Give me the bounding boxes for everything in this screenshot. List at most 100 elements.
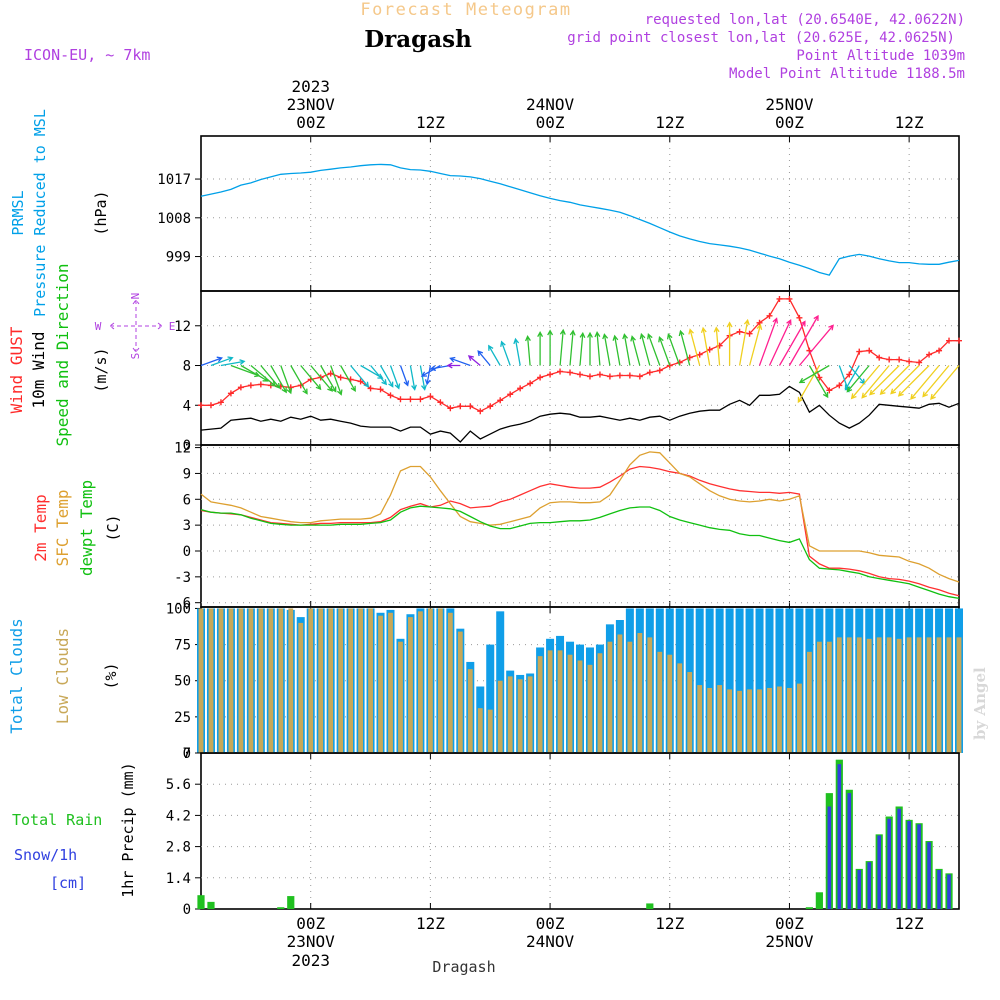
gust-marker <box>257 381 264 388</box>
gust-marker <box>507 391 514 398</box>
gust-marker <box>577 371 583 378</box>
gust-marker <box>956 337 962 344</box>
wind-arrow <box>379 365 394 388</box>
gust-marker <box>846 371 853 378</box>
wind-arrow <box>270 365 287 394</box>
pressure-panel: 999 1008 1017 <box>157 135 960 292</box>
wind-arrow <box>525 335 531 366</box>
y-tick-label: 25 <box>174 710 191 726</box>
gust-marker <box>816 374 823 381</box>
y-tick-label: 1017 <box>157 172 191 188</box>
gust-marker <box>207 402 214 409</box>
low-cloud-bar <box>797 683 802 753</box>
total-cloud-bar <box>755 608 764 753</box>
wind-arrow <box>861 365 890 399</box>
wind-arrow <box>594 331 601 366</box>
low-cloud-bar <box>388 612 393 753</box>
gust-marker <box>936 347 943 354</box>
low-cloud-bar <box>268 608 274 753</box>
wind-arrow <box>310 365 333 392</box>
gust-marker <box>387 392 394 399</box>
gust-marker <box>527 380 534 387</box>
location-title: Dragash <box>364 26 472 53</box>
y-tick-label: 100 <box>166 601 191 617</box>
wind-arrow <box>587 331 593 366</box>
y-tick-label: 50 <box>174 674 191 690</box>
sfc-temp-line <box>200 451 960 583</box>
wind-arrow <box>370 365 388 386</box>
point-altitude: Point Altitude 1039m <box>796 48 965 64</box>
low-cloud-bar <box>437 608 443 753</box>
low-cloud-bar <box>527 676 533 753</box>
low-cloud-bar <box>457 631 463 753</box>
y-tick-label: -3 <box>174 570 191 586</box>
wind-arrow <box>778 320 806 366</box>
wind-arrow <box>738 318 750 366</box>
gust-marker <box>756 319 763 326</box>
wind-arrow <box>320 365 337 393</box>
bottom-time-label: 00Z <box>296 914 325 933</box>
low-cloud-bar <box>258 608 264 753</box>
wind-arrow <box>389 365 401 390</box>
wind-arrow <box>477 350 491 366</box>
gust-marker <box>696 351 703 358</box>
top-time-label: 12Z <box>895 113 924 132</box>
wind-arrow <box>808 365 829 399</box>
pressure-subtitle: Pressure Reduced to MSL <box>31 109 49 317</box>
snow-bar <box>877 835 882 909</box>
low-cloud-bar <box>228 608 234 753</box>
wind-arrow <box>399 365 410 387</box>
gust-marker <box>437 399 444 406</box>
y-tick-label: 3 <box>183 518 191 534</box>
low-cloud-bar <box>946 637 952 753</box>
total-cloud-bar <box>486 644 495 753</box>
wind-arrow <box>658 336 671 366</box>
pressure-line <box>200 163 960 276</box>
wind-arrow <box>350 365 370 388</box>
snow-bar <box>857 870 862 909</box>
y-tick-label: 12 <box>174 441 191 457</box>
rain-bar <box>277 907 285 909</box>
snow-bar <box>917 824 921 909</box>
gust-marker <box>217 399 224 406</box>
low-cloud-bar <box>278 608 284 753</box>
snow-bar <box>947 874 951 909</box>
low-cloud-bar <box>667 654 673 753</box>
compass-east: E <box>169 320 176 333</box>
wind-panel: 0 4 8 12 <box>174 290 962 454</box>
compass-south: S <box>129 353 142 360</box>
y-tick-label: 999 <box>166 250 191 266</box>
gust-marker <box>856 348 863 355</box>
low-cloud-bar <box>348 608 354 753</box>
gust-marker <box>487 403 494 410</box>
bottom-time-label: 12Z <box>895 914 924 933</box>
wind-arrow <box>602 333 611 366</box>
top-date-label: 25NOV <box>765 95 814 114</box>
top-year-label: 2023 <box>291 77 330 96</box>
snow-bar <box>897 808 901 909</box>
low-cloud-bar <box>956 637 962 753</box>
snow-bar <box>847 793 852 909</box>
low-cloud-bar <box>597 653 603 753</box>
wind-arrow <box>290 365 308 395</box>
low-cloud-bar <box>358 608 363 753</box>
low-cloud-bar <box>607 641 613 753</box>
low-cloud-bar <box>318 608 324 753</box>
wind-arrow <box>537 330 544 366</box>
gust-marker <box>916 359 923 366</box>
wind-arrow <box>579 331 586 366</box>
low-cloud-bar <box>308 608 314 753</box>
gust-marker <box>237 384 244 391</box>
snow-bar <box>837 764 842 909</box>
low-cloud-bar <box>767 687 772 753</box>
low-cloud-bar <box>777 686 782 753</box>
low-cloud-bar <box>368 608 373 753</box>
model-label: ICON-EU, ~ 7km <box>24 46 150 64</box>
low-cloud-bar <box>627 641 633 753</box>
low-cloud-bar <box>477 708 483 753</box>
precip-unit: 1hr Precip (mm) <box>119 762 137 897</box>
gust-marker <box>547 371 554 378</box>
gust-marker <box>646 369 653 376</box>
wind-arrow <box>500 340 511 366</box>
